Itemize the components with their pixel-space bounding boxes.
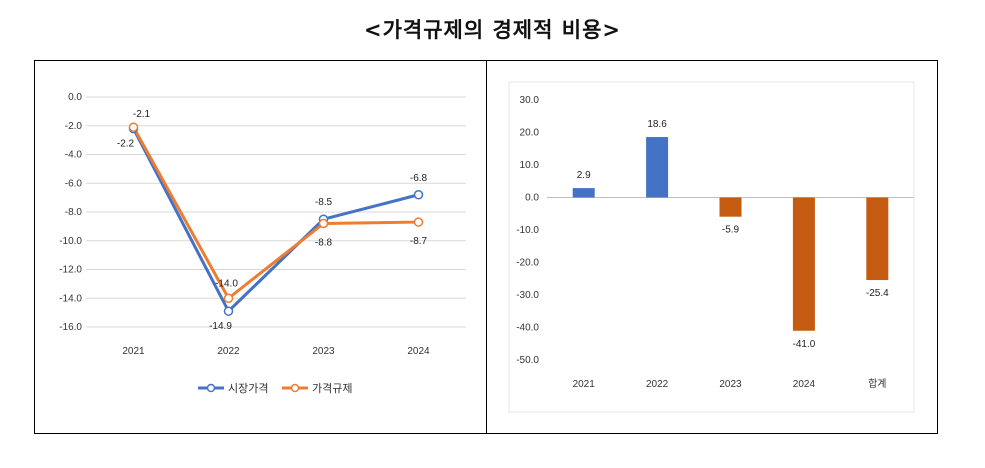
data-label: -25.4 [866,288,889,299]
data-label: -5.9 [722,225,740,236]
legend-marker [290,383,300,393]
y-tick-label: -14.0 [59,293,82,304]
y-tick-label: -12.0 [59,265,82,276]
x-tick-label: 2022 [646,379,669,390]
y-tick-label: -40.0 [516,323,539,334]
bar [646,137,669,198]
data-label: -41.0 [793,339,816,350]
y-tick-label: 0.0 [525,193,539,204]
y-tick-label: -50.0 [516,355,539,366]
bar-chart: 30.0 20.0 10.0 0.0 -10.0 -20.0 -30.0 -40.0 -50.0… [508,81,915,413]
data-label: -6.8 [410,173,428,184]
x-tick-label: 2024 [407,346,430,357]
y-tick-label: -16.0 [59,322,82,333]
data-point [128,122,139,132]
data-point [223,293,234,303]
data-label: -14.0 [215,278,238,289]
y-tick-label: 20.0 [520,128,540,139]
data-point [413,217,424,227]
y-tick-label: -30.0 [516,290,539,301]
legend-label: 시장가격 [228,382,268,395]
data-label: 2.9 [577,170,591,181]
data-label: -2.2 [117,139,135,150]
x-tick-label: 2023 [312,346,335,357]
series-line-시장가격 [132,127,419,313]
x-tick-label: 합계 [868,378,886,390]
data-label: 18.6 [647,119,667,130]
y-tick-label: -20.0 [516,258,539,269]
x-tick-label: 2021 [573,379,596,390]
data-point [223,306,234,316]
y-tick-label: -6.0 [65,178,83,189]
data-label: -14.9 [209,321,232,332]
y-tick-label: -10.0 [59,236,82,247]
bar [719,197,742,217]
chart-title: <가격규제의 경제적 비용> [363,18,621,42]
y-tick-label: -4.0 [65,150,83,161]
y-tick-label: -10.0 [516,225,539,236]
legend-label: 가격규제 [312,382,352,395]
bar [866,197,889,281]
data-label: -8.8 [315,238,333,249]
x-tick-label: 2024 [793,379,816,390]
line-chart: 0.0 -2.0 -4.0 -6.0 -8.0 -10.0 -12.0 -14.0 -16.0 2… [59,92,466,395]
data-point [413,190,424,200]
data-point [318,218,329,229]
y-tick-label: -8.0 [65,207,83,218]
data-label: -8.7 [410,236,428,247]
series-line-가격규제 [132,126,419,300]
x-tick-label: 2023 [719,379,742,390]
x-tick-label: 2022 [217,346,240,357]
plot-area [508,81,915,413]
bar [792,197,815,331]
y-tick-label: -2.0 [65,121,83,132]
y-tick-label: 30.0 [520,95,540,106]
legend-marker [206,383,216,393]
y-tick-label: 0.0 [68,92,82,103]
data-label: -2.1 [133,109,151,120]
panel-divider [486,60,487,434]
bar [572,188,595,198]
y-tick-label: 10.0 [520,160,540,171]
data-label: -8.5 [315,197,333,208]
x-tick-label: 2021 [122,346,145,357]
